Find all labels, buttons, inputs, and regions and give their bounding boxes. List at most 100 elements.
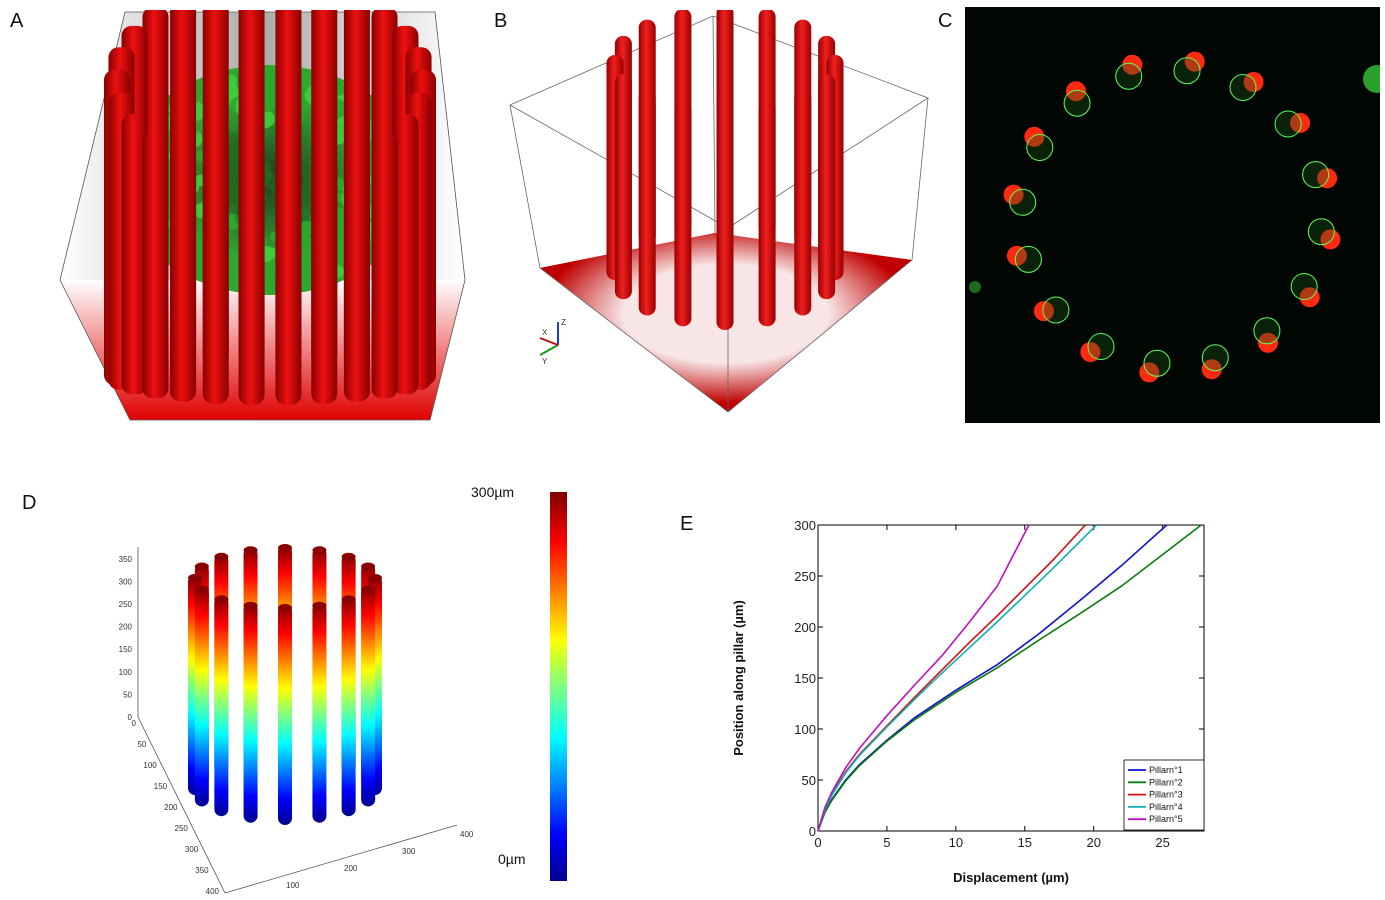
pillar-22 — [170, 148, 197, 402]
pillar-3d-13 — [214, 596, 229, 817]
pillar-base-ring — [1143, 349, 1171, 377]
colorbar — [550, 492, 567, 881]
z-tick-label: 250 — [119, 600, 133, 609]
pillar-tip-marker — [1066, 81, 1086, 102]
pillar-23 — [311, 158, 338, 404]
pillar-base-ring — [1063, 89, 1091, 117]
axis-label-x: X — [542, 328, 548, 337]
panel-b-render: Z Y X — [500, 5, 940, 420]
pillar-25 — [275, 164, 302, 405]
panel-b-image: Z Y X — [509, 5, 929, 413]
pillar-b-13 — [638, 90, 656, 316]
pillar-tip-marker — [1290, 112, 1311, 133]
x-tick-label: 0 — [814, 835, 821, 850]
x-axis-title: Displacement (µm) — [953, 870, 1069, 885]
pillar-3d-15 — [243, 602, 258, 823]
pillar-3d-cap — [188, 574, 202, 582]
pillar-base-ring — [1042, 296, 1070, 324]
pillar-3d-12 — [341, 596, 356, 817]
x-tick-label-3d: 100 — [286, 881, 300, 890]
y-tick-label-3d: 350 — [195, 866, 209, 875]
panel-letter-c: C — [938, 10, 953, 32]
y-tick-label-3d: 300 — [185, 845, 199, 854]
z-tick-label: 150 — [119, 645, 133, 654]
x-tick-label: 15 — [1018, 835, 1032, 850]
pillar-3d-cap — [278, 544, 292, 552]
pillar-3d-cap — [278, 604, 292, 612]
panel-letter-d: D — [22, 492, 37, 514]
panel-letter-a: A — [10, 10, 24, 32]
cell — [226, 275, 237, 286]
pillar-base-ring — [1026, 134, 1054, 161]
pillar-3d-cap — [194, 585, 209, 594]
legend-entry-4: Pillarn°4 — [1149, 802, 1183, 812]
panel-a-render — [55, 0, 475, 425]
cell — [265, 247, 277, 259]
z-tick-label: 350 — [119, 555, 133, 564]
pillar-20 — [142, 132, 169, 399]
pillar-3d-14 — [312, 602, 327, 823]
pillar-3d-cap — [341, 595, 356, 604]
axis-label-z: Z — [561, 318, 566, 327]
pillar-21 — [343, 148, 370, 402]
y-tick-label: 50 — [802, 773, 816, 788]
pillar-b-12 — [794, 90, 812, 316]
x-tick-label: 10 — [949, 835, 963, 850]
y-tick-label: 250 — [794, 569, 816, 584]
x-tick-label: 25 — [1155, 835, 1169, 850]
x-tick-label-3d: 400 — [460, 830, 474, 839]
axis-label-y: Y — [542, 357, 548, 366]
pillar-3d-cap — [341, 552, 356, 561]
cell — [298, 220, 315, 235]
legend-entry-1: Pillarn°1 — [1149, 765, 1183, 775]
panel-c-microscopy — [965, 7, 1385, 423]
pillar-3d-11 — [194, 586, 209, 807]
pillar-3d-cap — [214, 552, 229, 561]
panel-c-image — [969, 51, 1385, 383]
legend-entry-5: Pillarn°5 — [1149, 814, 1183, 824]
pillar-b-11 — [614, 74, 632, 300]
pillar-19 — [371, 132, 398, 399]
series-line-4 — [817, 524, 1098, 832]
x-tick-label-3d: 300 — [402, 847, 416, 856]
pillar-base-ring — [1307, 218, 1335, 246]
z-tick-label: 0 — [128, 713, 133, 722]
pillar-3d-cap — [243, 601, 258, 610]
pillar-b-16 — [716, 105, 734, 330]
pillar-base-ring — [1229, 74, 1257, 101]
y-tick-label: 100 — [794, 722, 816, 737]
pillar-tip-marker — [1024, 126, 1045, 147]
pillar-tip-marker — [1122, 54, 1143, 75]
series-line-2 — [817, 524, 1202, 832]
colorbar-bottom-label: 0µm — [498, 851, 526, 867]
pillar-3d-10 — [361, 586, 376, 807]
pillar-tip-marker — [1201, 359, 1222, 380]
cell-blob — [969, 281, 981, 293]
cell — [262, 264, 276, 282]
z-tick-label: 50 — [123, 690, 132, 699]
pillar-tip-marker — [1033, 301, 1054, 322]
pillar-tip-marker — [1258, 332, 1278, 353]
panel-letter-b: B — [494, 10, 508, 32]
pillar-3d-cap — [214, 595, 229, 604]
pillar-17 — [392, 114, 419, 395]
pillar-3d-16 — [278, 605, 292, 825]
pillar-26 — [238, 164, 265, 405]
pillar-3d-cap — [243, 546, 258, 555]
axis-triad-icon: Z Y X — [539, 318, 566, 366]
series-line-5 — [817, 524, 1030, 832]
y-tick-label: 0 — [809, 824, 816, 839]
legend-entry-3: Pillarn°3 — [1149, 790, 1183, 800]
y-tick-label: 150 — [794, 671, 816, 686]
y-tick-label-3d: 400 — [206, 887, 220, 895]
panel-letter-e: E — [680, 513, 694, 535]
pillar-b-10 — [818, 74, 836, 300]
y-tick-label: 200 — [794, 620, 816, 635]
y-tick-label: 300 — [794, 518, 816, 533]
y-tick-label-3d: 150 — [154, 782, 168, 791]
y-tick-label-3d: 250 — [175, 824, 189, 833]
cell — [226, 74, 237, 86]
panel-a-image — [59, 0, 466, 421]
y-tick-label-3d: 50 — [137, 740, 146, 749]
pillar-base-ring — [1115, 62, 1143, 90]
